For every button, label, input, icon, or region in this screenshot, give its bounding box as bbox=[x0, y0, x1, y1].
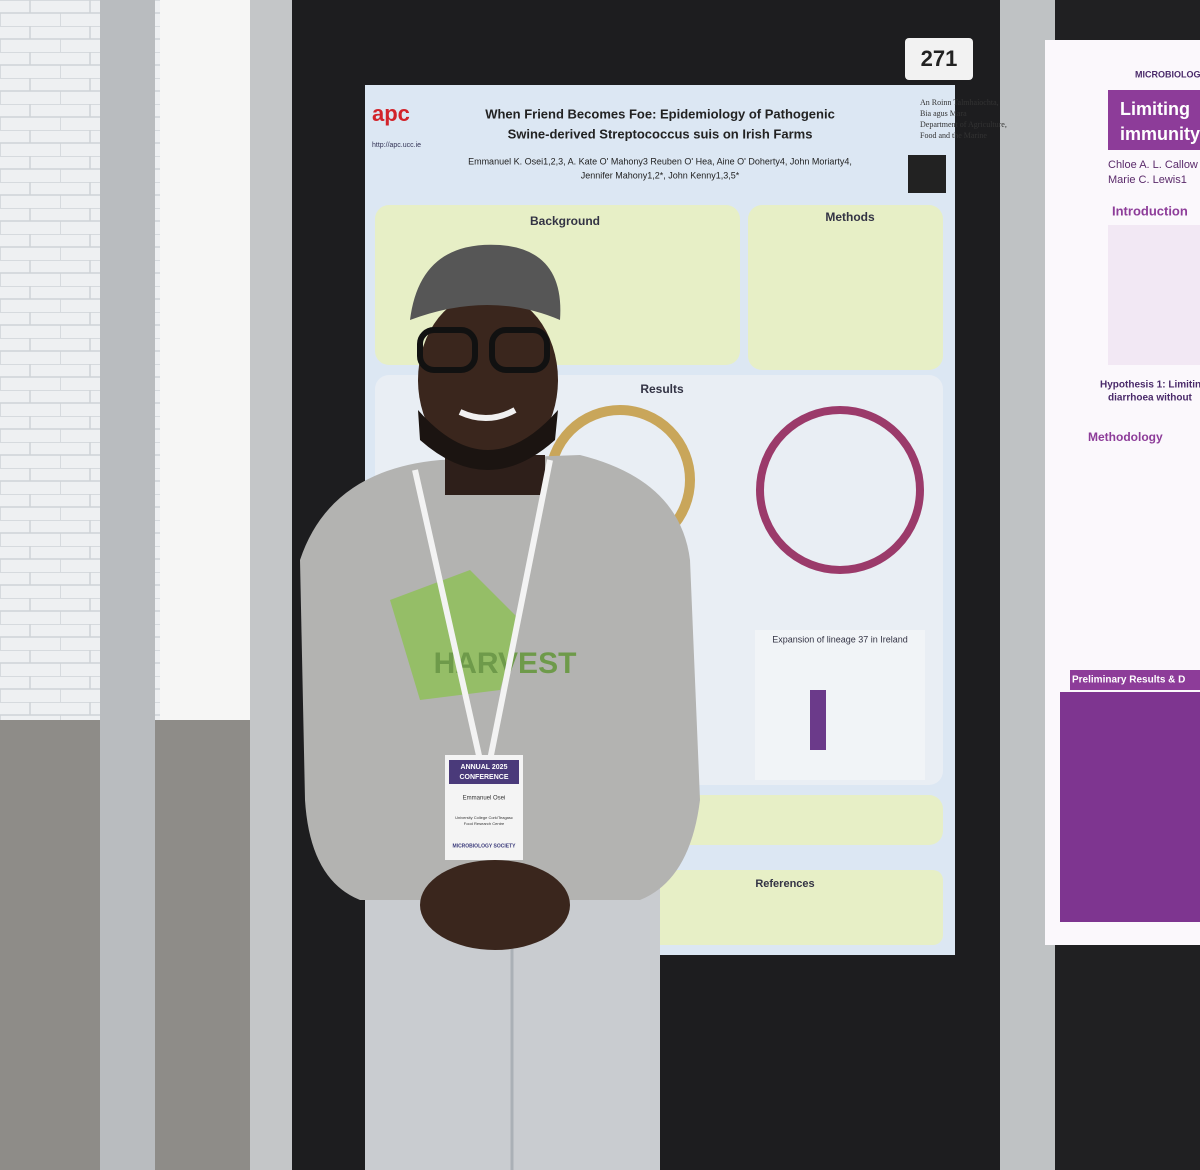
board-number: 271 bbox=[921, 46, 958, 71]
badge-header bbox=[449, 760, 519, 784]
section-heading: Expansion of lineage 37 in Ireland bbox=[772, 634, 908, 644]
frame-pole bbox=[100, 0, 155, 1170]
poster-panel bbox=[630, 870, 943, 945]
poster-panel bbox=[1060, 692, 1200, 922]
glasses bbox=[417, 327, 478, 373]
poster-authors: Marie C. Lewis1 bbox=[1108, 174, 1187, 186]
hands bbox=[420, 860, 570, 950]
department-text: Food and the Marine bbox=[920, 131, 987, 140]
title-banner bbox=[1070, 670, 1200, 690]
department-text: Bia agus Mara bbox=[920, 109, 967, 118]
department-text: An Roinn Talmhaíochta, bbox=[920, 98, 999, 107]
section-heading: References bbox=[755, 878, 814, 890]
section-heading: Results bbox=[640, 382, 684, 396]
poster-panel bbox=[1108, 225, 1200, 365]
lanyard bbox=[412, 459, 553, 761]
heatmap-figure bbox=[810, 690, 826, 750]
glasses bbox=[489, 327, 550, 373]
section-heading: Background bbox=[530, 214, 600, 228]
section-heading: Hypothesis 1: Limiting bbox=[1100, 380, 1200, 391]
section-heading: diarrhoea without bbox=[1108, 393, 1193, 404]
tree-figure bbox=[756, 406, 924, 574]
poster-figure bbox=[755, 630, 925, 780]
badge-org: MICROBIOLOGY SOCIETY bbox=[453, 843, 517, 849]
poster-panel bbox=[748, 205, 943, 370]
society-name: MICROBIOLOGY SOCIETY bbox=[1135, 69, 1200, 79]
department-text: Department of Agriculture, bbox=[920, 120, 1007, 129]
poster-title: immunity bbox=[1120, 124, 1200, 144]
badge-affiliation: University College Cork/Teagasc bbox=[455, 815, 513, 820]
poster-authors: Chloe A. L. Callow bbox=[1108, 159, 1198, 171]
frame-pole bbox=[250, 0, 292, 1170]
smile bbox=[458, 407, 517, 421]
poster-title: Swine-derived Streptococcus suis on Iris… bbox=[508, 126, 813, 141]
badge-name: Emmanuel Osei bbox=[463, 796, 506, 802]
cap bbox=[410, 244, 561, 320]
section-heading: Methods bbox=[825, 210, 875, 224]
doorway bbox=[160, 0, 260, 720]
section-heading: Methodology bbox=[1088, 430, 1163, 444]
poster-title: When Friend Becomes Foe: Epidemiology of… bbox=[485, 106, 835, 121]
section-heading: Preliminary Results & D bbox=[1072, 675, 1185, 686]
face bbox=[418, 292, 558, 468]
poster-title: Limiting bbox=[1120, 99, 1190, 119]
poster-logo: apc bbox=[372, 101, 410, 126]
board-number-plate bbox=[905, 38, 973, 80]
section-heading: Introduction bbox=[1112, 203, 1188, 218]
badge-event: ANNUAL 2025 bbox=[461, 764, 508, 771]
qr-code bbox=[908, 155, 946, 193]
badge-affiliation: Food Research Centre bbox=[464, 821, 505, 826]
badge-event: CONFERENCE bbox=[459, 774, 508, 781]
title-banner bbox=[1108, 90, 1200, 150]
poster-authors: Jennifer Mahony1,2*, John Kenny1,3,5* bbox=[581, 170, 740, 180]
poster-logo-url: http://apc.ucc.ie bbox=[372, 142, 421, 149]
beard bbox=[418, 410, 558, 470]
poster-authors: Emmanuel K. Osei1,2,3, A. Kate O' Mahony… bbox=[468, 156, 852, 166]
